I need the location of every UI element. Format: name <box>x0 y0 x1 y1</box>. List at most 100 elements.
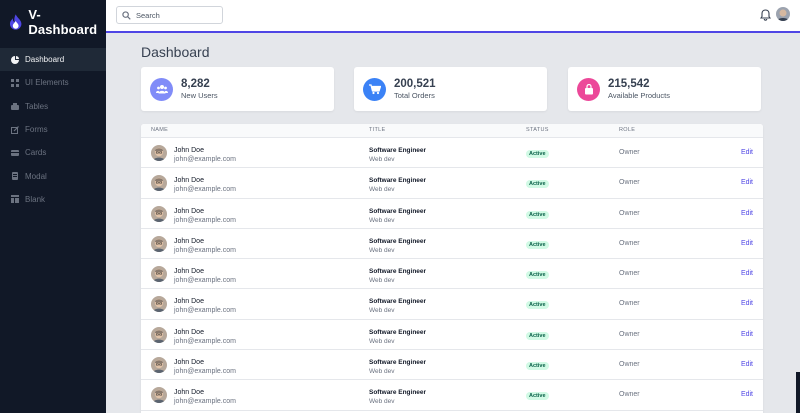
role: Owner <box>619 209 640 217</box>
avatar <box>151 205 167 222</box>
column-header-status: STATUS <box>526 127 549 133</box>
table-row: John Doe john@example.com Software Engin… <box>141 199 763 229</box>
department: Web dev <box>369 156 395 163</box>
stat-value: 8,282 <box>181 77 210 90</box>
status-badge: Active <box>526 362 549 371</box>
job-title: Software Engineer <box>369 298 427 306</box>
sidebar-item-modal[interactable]: Modal <box>0 164 106 187</box>
users-table: NAME TITLE STATUS ROLE John Doe john@exa… <box>141 124 763 413</box>
role: Owner <box>619 149 640 156</box>
sidebar-item-label: Tables <box>25 101 49 111</box>
sidebar-nav: Dashboard UI Elements Tables Forms Cards… <box>0 48 106 211</box>
user-email: john@example.com <box>174 246 236 254</box>
table-row: John Doe john@example.com Software Engin… <box>141 138 763 169</box>
job-title: Software Engineer <box>369 147 427 154</box>
cart-icon <box>363 77 386 101</box>
edit-link[interactable]: Edit <box>740 330 753 338</box>
role: Owner <box>619 391 640 399</box>
edit-link[interactable]: Edit <box>740 270 753 278</box>
status-badge: Active <box>526 331 549 340</box>
user-avatar[interactable] <box>776 7 790 21</box>
job-title: Software Engineer <box>369 328 427 336</box>
edit-link[interactable]: Edit <box>740 209 753 217</box>
search-box[interactable] <box>116 6 223 24</box>
avatar <box>151 326 167 343</box>
stat-value: 215,542 <box>608 77 650 90</box>
table-row: John Doe john@example.com Software Engin… <box>141 380 763 411</box>
sidebar-item-dashboard[interactable]: Dashboard <box>0 48 106 72</box>
edit-link[interactable]: Edit <box>740 149 753 156</box>
sidebar-item-cards[interactable]: Cards <box>0 141 106 164</box>
edit-link[interactable]: Edit <box>740 300 753 308</box>
user-name: John Doe <box>174 147 204 154</box>
sidebar-item-label: Cards <box>25 148 47 158</box>
brand[interactable]: V-Dashboard <box>0 0 106 44</box>
user-name: John Doe <box>174 177 204 185</box>
department: Web dev <box>369 337 395 345</box>
brand-name: V-Dashboard <box>28 7 98 37</box>
header <box>106 0 800 33</box>
user-name: John Doe <box>174 389 204 397</box>
avatar <box>151 296 167 313</box>
role: Owner <box>619 179 640 187</box>
stat-card-total-orders: 200,521 Total Orders <box>354 67 547 111</box>
avatar-image <box>776 7 790 21</box>
role: Owner <box>619 239 640 247</box>
column-header-role: ROLE <box>619 127 636 133</box>
sidebar-item-blank[interactable]: Blank <box>0 188 106 211</box>
role: Owner <box>619 270 640 278</box>
sidebar-item-ui-elements[interactable]: UI Elements <box>0 71 106 94</box>
stat-value: 200,521 <box>394 77 436 90</box>
department: Web dev <box>369 246 395 254</box>
job-title: Software Engineer <box>369 268 427 276</box>
dashboard-icon <box>11 55 19 64</box>
flame-logo-icon <box>9 14 22 30</box>
modal-icon <box>12 172 18 181</box>
stat-card-new-users: 8,282 New Users <box>141 67 334 111</box>
avatar <box>151 175 167 192</box>
status-badge: Active <box>526 150 549 158</box>
blank-icon <box>11 195 19 204</box>
stat-label: New Users <box>181 90 218 100</box>
table-row: John Doe john@example.com Software Engin… <box>141 229 763 260</box>
edit-link[interactable]: Edit <box>740 391 753 399</box>
job-title: Software Engineer <box>369 177 427 185</box>
grid-icon <box>11 78 19 87</box>
edit-link[interactable]: Edit <box>740 179 753 187</box>
user-name: John Doe <box>174 237 204 245</box>
user-name: John Doe <box>174 207 204 215</box>
department: Web dev <box>369 368 395 376</box>
stat-label: Available Products <box>608 90 670 100</box>
avatar <box>151 387 167 404</box>
status-badge: Active <box>526 210 549 219</box>
search-input[interactable] <box>136 10 221 20</box>
avatar <box>151 266 167 283</box>
status-badge: Active <box>526 392 549 401</box>
user-email: john@example.com <box>174 368 236 376</box>
sidebar-item-label: Modal <box>25 171 47 181</box>
user-email: john@example.com <box>174 277 236 285</box>
edit-link[interactable]: Edit <box>740 361 753 369</box>
page-title: Dashboard <box>141 44 210 60</box>
stat-card-available-products: 215,542 Available Products <box>568 67 761 111</box>
user-email: john@example.com <box>174 186 236 194</box>
column-header-name: NAME <box>151 127 169 133</box>
main-content: Dashboard 8,282 New Users 200,521 Total … <box>106 33 800 413</box>
table-row: John Doe john@example.com Software Engin… <box>141 350 763 381</box>
table-header: NAME TITLE STATUS ROLE <box>141 124 763 138</box>
edit-link[interactable]: Edit <box>740 239 753 247</box>
status-badge: Active <box>526 180 549 189</box>
scrollbar-thumb[interactable] <box>796 372 800 413</box>
sidebar-item-tables[interactable]: Tables <box>0 95 106 118</box>
form-icon <box>11 125 19 134</box>
status-badge: Active <box>526 240 549 249</box>
user-name: John Doe <box>174 359 204 367</box>
user-email: john@example.com <box>174 398 236 406</box>
job-title: Software Engineer <box>369 237 427 245</box>
job-title: Software Engineer <box>369 207 427 215</box>
search-icon <box>122 10 131 20</box>
bell-icon[interactable] <box>760 9 771 21</box>
role: Owner <box>619 330 640 338</box>
sidebar-item-forms[interactable]: Forms <box>0 118 106 141</box>
status-badge: Active <box>526 301 549 310</box>
